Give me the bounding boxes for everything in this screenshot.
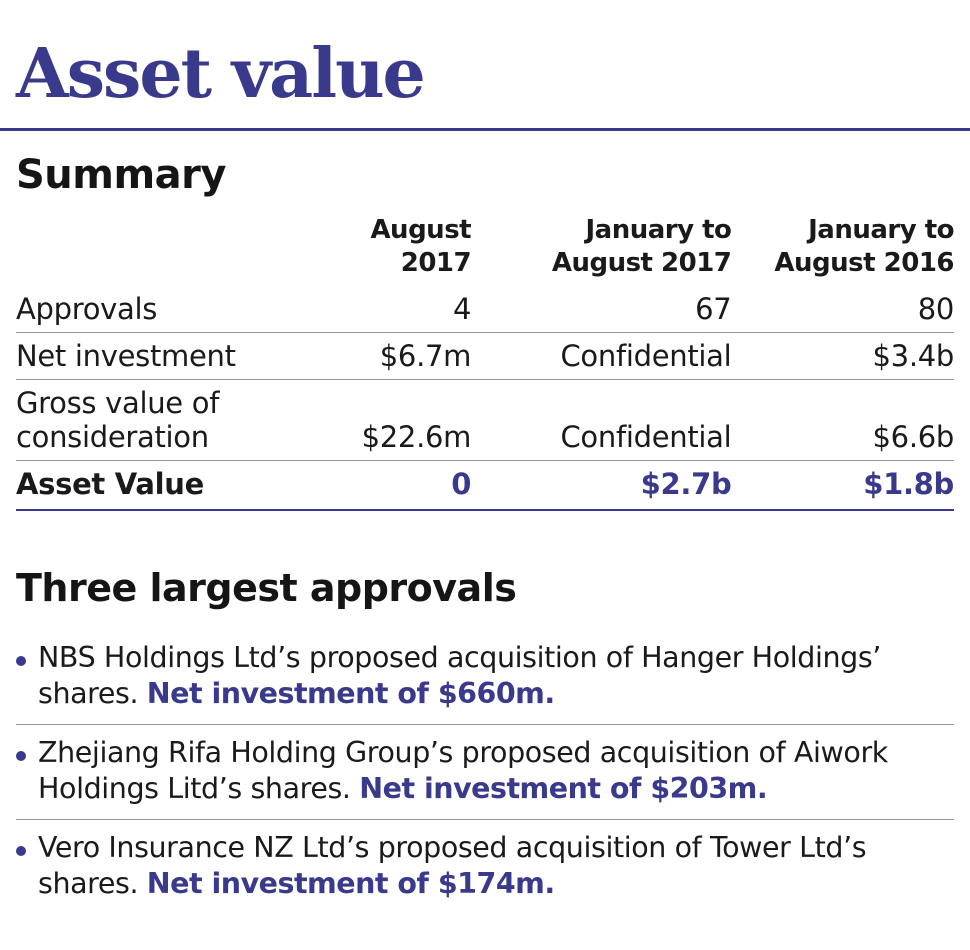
row-label: Approvals xyxy=(16,292,158,326)
table-row: Gross value of consideration $22.6m Conf… xyxy=(16,379,954,461)
cell-value: 67 xyxy=(695,292,732,326)
list-item: NBS Holdings Ltd’s proposed acquisition … xyxy=(16,630,954,725)
approval-highlight: Net investment of $203m. xyxy=(359,772,768,805)
page-title: Asset value xyxy=(16,34,426,114)
table-row: Approvals 4 67 80 xyxy=(16,286,954,333)
approvals-list: NBS Holdings Ltd’s proposed acquisition … xyxy=(16,630,954,914)
list-item: Zhejiang Rifa Holding Group’s proposed a… xyxy=(16,725,954,820)
cell-value: $3.4b xyxy=(731,332,954,380)
total-value: $2.7b xyxy=(471,460,732,511)
approval-text: Vero Insurance NZ Ltd’s proposed acquisi… xyxy=(38,831,867,900)
summary-heading: Summary xyxy=(16,152,226,198)
column-header-jan-aug-2016: January to August 2016 xyxy=(774,215,954,278)
cell-value: $22.6m xyxy=(304,379,471,461)
table-row: Net investment $6.7m Confidential $3.4b xyxy=(16,332,954,380)
cell-value: 4 xyxy=(452,292,472,326)
list-item: Vero Insurance NZ Ltd’s proposed acquisi… xyxy=(16,820,954,914)
summary-table: August 2017 January to August 2017 Janua… xyxy=(16,212,954,511)
approval-highlight: Net investment of $660m. xyxy=(146,677,555,710)
bullet-icon xyxy=(16,656,26,666)
column-header-august-2017: August 2017 xyxy=(370,215,472,278)
total-row: Asset Value 0 $2.7b $1.8b xyxy=(16,460,954,511)
largest-approvals-heading: Three largest approvals xyxy=(16,566,517,610)
cell-value: Confidential xyxy=(471,379,732,461)
cell-value: Confidential xyxy=(471,332,732,380)
column-header-label xyxy=(16,212,304,286)
row-label: Net investment xyxy=(16,332,305,380)
bullet-icon xyxy=(16,751,26,761)
bullet-icon xyxy=(16,846,26,856)
approval-text: NBS Holdings Ltd’s proposed acquisition … xyxy=(38,641,881,710)
approval-highlight: Net investment of $174m. xyxy=(146,867,555,900)
column-header-jan-aug-2017: January to August 2017 xyxy=(551,215,732,278)
approval-text: Zhejiang Rifa Holding Group’s proposed a… xyxy=(38,736,888,805)
title-divider xyxy=(0,128,970,131)
total-label: Asset Value xyxy=(16,460,305,511)
total-value: $1.8b xyxy=(731,460,954,511)
cell-value: $6.7m xyxy=(304,332,471,380)
cell-value: 80 xyxy=(917,292,955,326)
row-label: Gross value of consideration xyxy=(16,379,305,461)
cell-value: $6.6b xyxy=(731,379,954,461)
summary-header-row: August 2017 January to August 2017 Janua… xyxy=(16,212,954,286)
total-value: 0 xyxy=(304,460,471,511)
